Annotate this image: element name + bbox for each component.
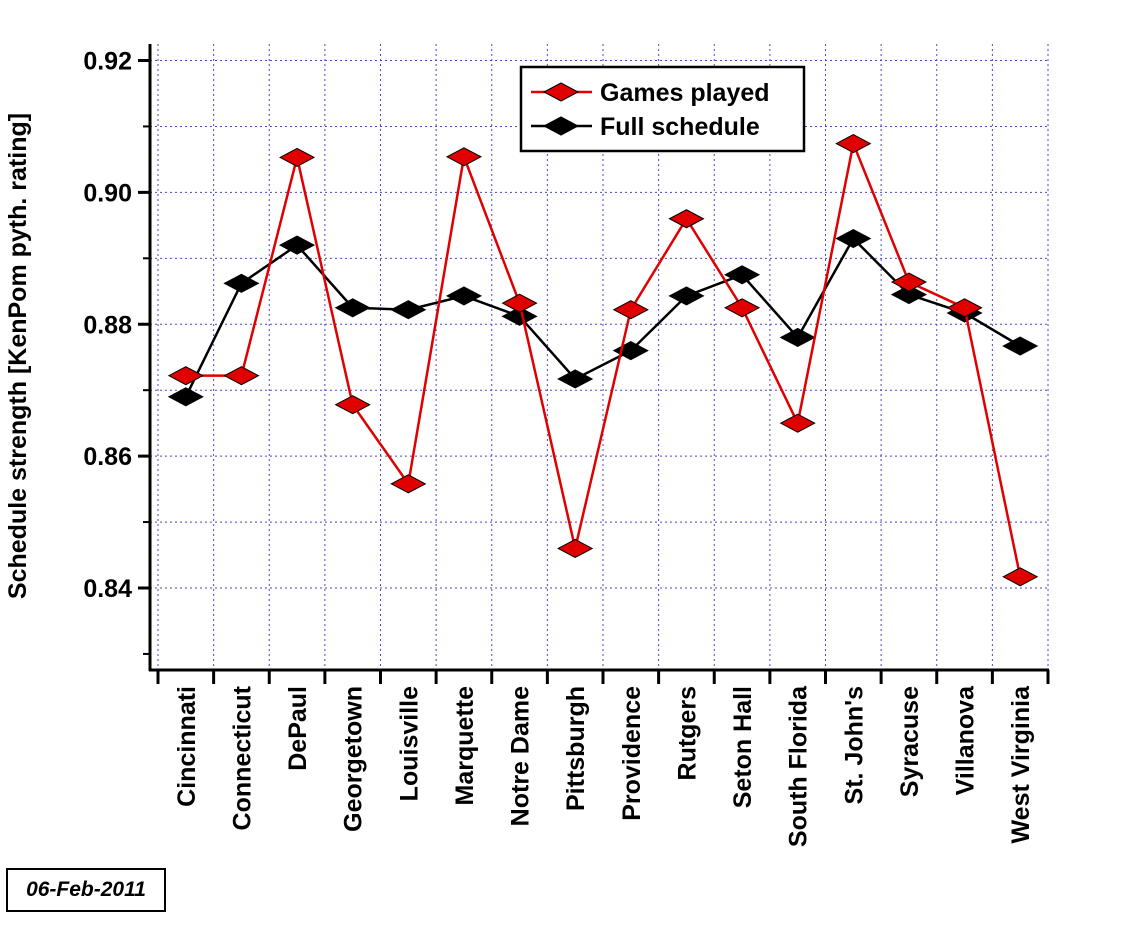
legend-marker <box>542 116 580 136</box>
data-point <box>779 327 816 348</box>
series-layer <box>167 134 1039 587</box>
data-point <box>668 209 705 229</box>
data-point <box>390 474 427 494</box>
y-axis-label: Schedule strength [KenPom pyth. rating] <box>4 113 32 599</box>
data-point <box>167 387 204 407</box>
category-label: Cincinnati <box>173 686 201 807</box>
data-point <box>390 300 427 320</box>
data-point <box>557 538 594 559</box>
data-point <box>723 265 761 285</box>
category-label: Rutgers <box>673 686 701 780</box>
grid <box>150 44 1049 670</box>
data-point <box>557 369 594 389</box>
legend: Games played Full schedule <box>519 65 806 153</box>
category-label: West Virginia <box>1007 685 1035 844</box>
category-label: Georgetown <box>340 686 368 832</box>
legend-label: Games played <box>600 79 770 107</box>
data-point <box>946 298 983 318</box>
data-point <box>501 306 538 326</box>
data-point <box>223 273 260 293</box>
data-point <box>779 413 816 433</box>
series-line <box>184 236 1021 398</box>
category-label: Seton Hall <box>729 686 757 808</box>
category-label: Notre Dame <box>507 686 535 826</box>
category-label: Syracuse <box>896 686 924 797</box>
category-label: Marquette <box>451 686 479 806</box>
data-point <box>835 134 872 154</box>
data-point <box>1002 336 1039 356</box>
data-point <box>278 147 316 167</box>
data-point <box>445 286 483 306</box>
data-point <box>334 298 371 318</box>
data-point <box>278 235 316 255</box>
data-point <box>167 366 204 386</box>
category-label: DePaul <box>284 686 312 771</box>
data-point <box>890 272 928 292</box>
data-point <box>1002 567 1039 587</box>
legend-marker <box>542 82 580 102</box>
legend-box <box>519 65 806 153</box>
category-label: Pittsburgh <box>562 686 590 811</box>
y-tick-label: 0.84 <box>83 575 132 603</box>
series-line <box>185 139 1022 578</box>
y-tick-label: 0.86 <box>83 443 132 471</box>
category-label: Providence <box>618 686 646 821</box>
data-point <box>835 228 872 249</box>
data-point <box>501 293 538 313</box>
data-point <box>445 147 483 167</box>
legend-label: Full schedule <box>600 113 760 141</box>
category-label: Villanova <box>952 685 980 795</box>
y-tick-label: 0.90 <box>83 179 132 207</box>
data-point <box>668 286 705 306</box>
category-label: St. John's <box>840 686 868 804</box>
data-point <box>223 366 260 386</box>
data-point <box>334 395 371 415</box>
date-label: 06-Feb-2011 <box>6 868 166 912</box>
data-point <box>723 298 761 318</box>
y-tick-labels: 0.84 0.86 0.88 0.90 0.92 <box>83 48 132 604</box>
category-label: Connecticut <box>228 685 256 830</box>
series-games-played <box>167 134 1039 587</box>
y-tick-label: 0.92 <box>83 48 132 76</box>
axes <box>138 44 1050 684</box>
category-labels: Cincinnati Connecticut DePaul Georgetown Lou… <box>173 685 1035 847</box>
y-tick-label: 0.88 <box>83 311 132 339</box>
category-label: South Florida <box>785 685 813 847</box>
data-point <box>612 300 649 320</box>
category-label: Louisville <box>395 686 423 801</box>
